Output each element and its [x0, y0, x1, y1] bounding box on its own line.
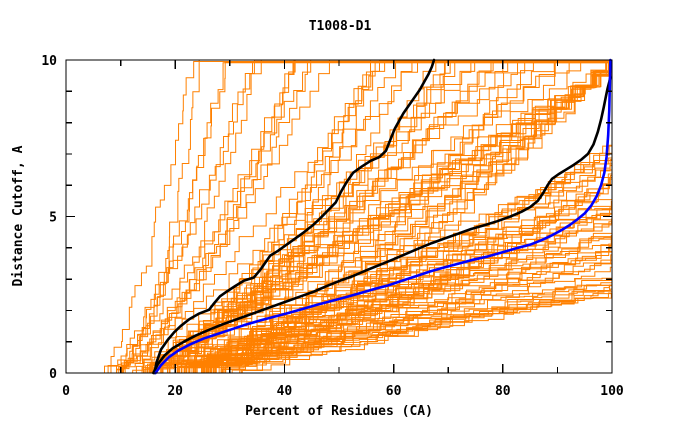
x-tick-label: 40	[277, 384, 293, 399]
ensemble-curve	[115, 59, 612, 374]
highlight-curve-black-lower	[152, 75, 612, 375]
ensemble-curve	[203, 290, 612, 374]
ensemble-series-layer	[103, 59, 613, 374]
ensemble-curve	[181, 268, 613, 374]
y-axis-ticks: 0 5 10	[41, 54, 612, 382]
ensemble-curve	[184, 282, 613, 374]
axes-layer: 0 20 40 60 80 100 0 5 10	[41, 54, 624, 399]
ensemble-curve	[181, 246, 612, 374]
ensemble-curve	[139, 62, 612, 374]
page-title: T1008-D1	[309, 19, 372, 34]
ensemble-curve	[116, 61, 612, 374]
ensemble-curve	[113, 61, 612, 374]
ensemble-curve	[173, 178, 612, 374]
ensemble-curve	[197, 284, 612, 374]
ensemble-curve	[109, 60, 200, 374]
ensemble-curve	[111, 60, 312, 374]
highlight-curve-blue-best	[154, 58, 612, 375]
ensemble-curve	[192, 262, 613, 374]
ensemble-curve	[134, 60, 612, 374]
ensemble-curve	[136, 60, 456, 374]
ensemble-curve	[178, 200, 613, 374]
y-tick-label: 10	[41, 54, 57, 69]
ensemble-curve	[187, 293, 612, 374]
ensemble-curve	[105, 61, 612, 374]
ensemble-curve	[153, 61, 612, 374]
ensemble-curve	[143, 60, 555, 374]
x-tick-label: 80	[495, 384, 511, 399]
ensemble-curve	[103, 61, 612, 374]
ensemble-curve	[176, 189, 613, 374]
ensemble-curve	[109, 59, 612, 374]
ensemble-curve	[186, 221, 612, 374]
highlight-curve-black-upper	[153, 58, 436, 375]
ensemble-curve	[103, 62, 612, 374]
x-axis-ticks: 0 20 40 60 80 100	[62, 60, 624, 399]
x-tick-label: 60	[386, 384, 402, 399]
y-tick-label: 5	[49, 211, 57, 226]
x-tick-label: 100	[600, 384, 624, 399]
highlight-series-layer	[152, 58, 612, 375]
ensemble-curve	[139, 60, 519, 374]
x-tick-label: 20	[167, 384, 183, 399]
ensemble-curve	[183, 266, 612, 374]
ensemble-curve	[109, 60, 296, 374]
ensemble-curve	[117, 60, 262, 374]
ensemble-curve	[199, 285, 612, 374]
ensemble-curve	[129, 61, 612, 374]
y-axis-label: Distance Cutoff, A	[11, 145, 26, 286]
ensemble-curve	[183, 230, 613, 374]
ensemble-curve	[196, 293, 612, 374]
y-tick-label: 0	[49, 367, 57, 382]
ensemble-curve	[195, 281, 613, 374]
ensemble-curve	[149, 60, 611, 374]
x-tick-label: 0	[62, 384, 70, 399]
ensemble-curve	[194, 244, 612, 374]
x-axis-label: Percent of Residues (CA)	[245, 404, 433, 419]
